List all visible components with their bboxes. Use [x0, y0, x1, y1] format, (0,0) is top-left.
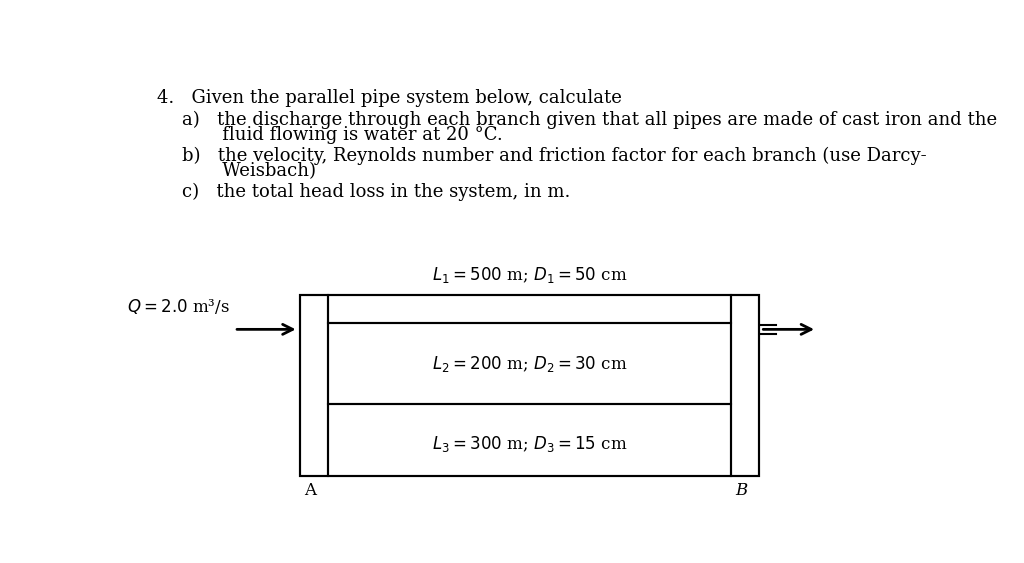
Bar	[731, 294, 759, 476]
Text: $Q = 2.0$ m³/s: $Q = 2.0$ m³/s	[127, 297, 230, 315]
Bar	[300, 294, 759, 476]
Text: $L_2 = 200$ m; $D_2 = 30$ cm: $L_2 = 200$ m; $D_2 = 30$ cm	[432, 354, 627, 374]
Text: A: A	[304, 482, 316, 499]
Text: a)   the discharge through each branch given that all pipes are made of cast iro: a) the discharge through each branch giv…	[182, 111, 997, 129]
Text: 4.   Given the parallel pipe system below, calculate: 4. Given the parallel pipe system below,…	[158, 89, 623, 107]
Text: B: B	[735, 482, 748, 499]
Text: fluid flowing is water at 20 °C.: fluid flowing is water at 20 °C.	[182, 126, 503, 144]
Text: Weisbach): Weisbach)	[182, 162, 316, 180]
Text: $L_3 = 300$ m; $D_3 = 15$ cm: $L_3 = 300$ m; $D_3 = 15$ cm	[432, 434, 627, 454]
Bar	[328, 404, 731, 476]
Bar	[328, 323, 731, 404]
Text: c)   the total head loss in the system, in m.: c) the total head loss in the system, in…	[182, 183, 570, 202]
Text: b)   the velocity, Reynolds number and friction factor for each branch (use Darc: b) the velocity, Reynolds number and fri…	[182, 147, 927, 165]
Text: $L_1 = 500$ m; $D_1 = 50$ cm: $L_1 = 500$ m; $D_1 = 50$ cm	[432, 266, 627, 285]
Bar	[328, 294, 731, 323]
Bar	[300, 294, 328, 476]
